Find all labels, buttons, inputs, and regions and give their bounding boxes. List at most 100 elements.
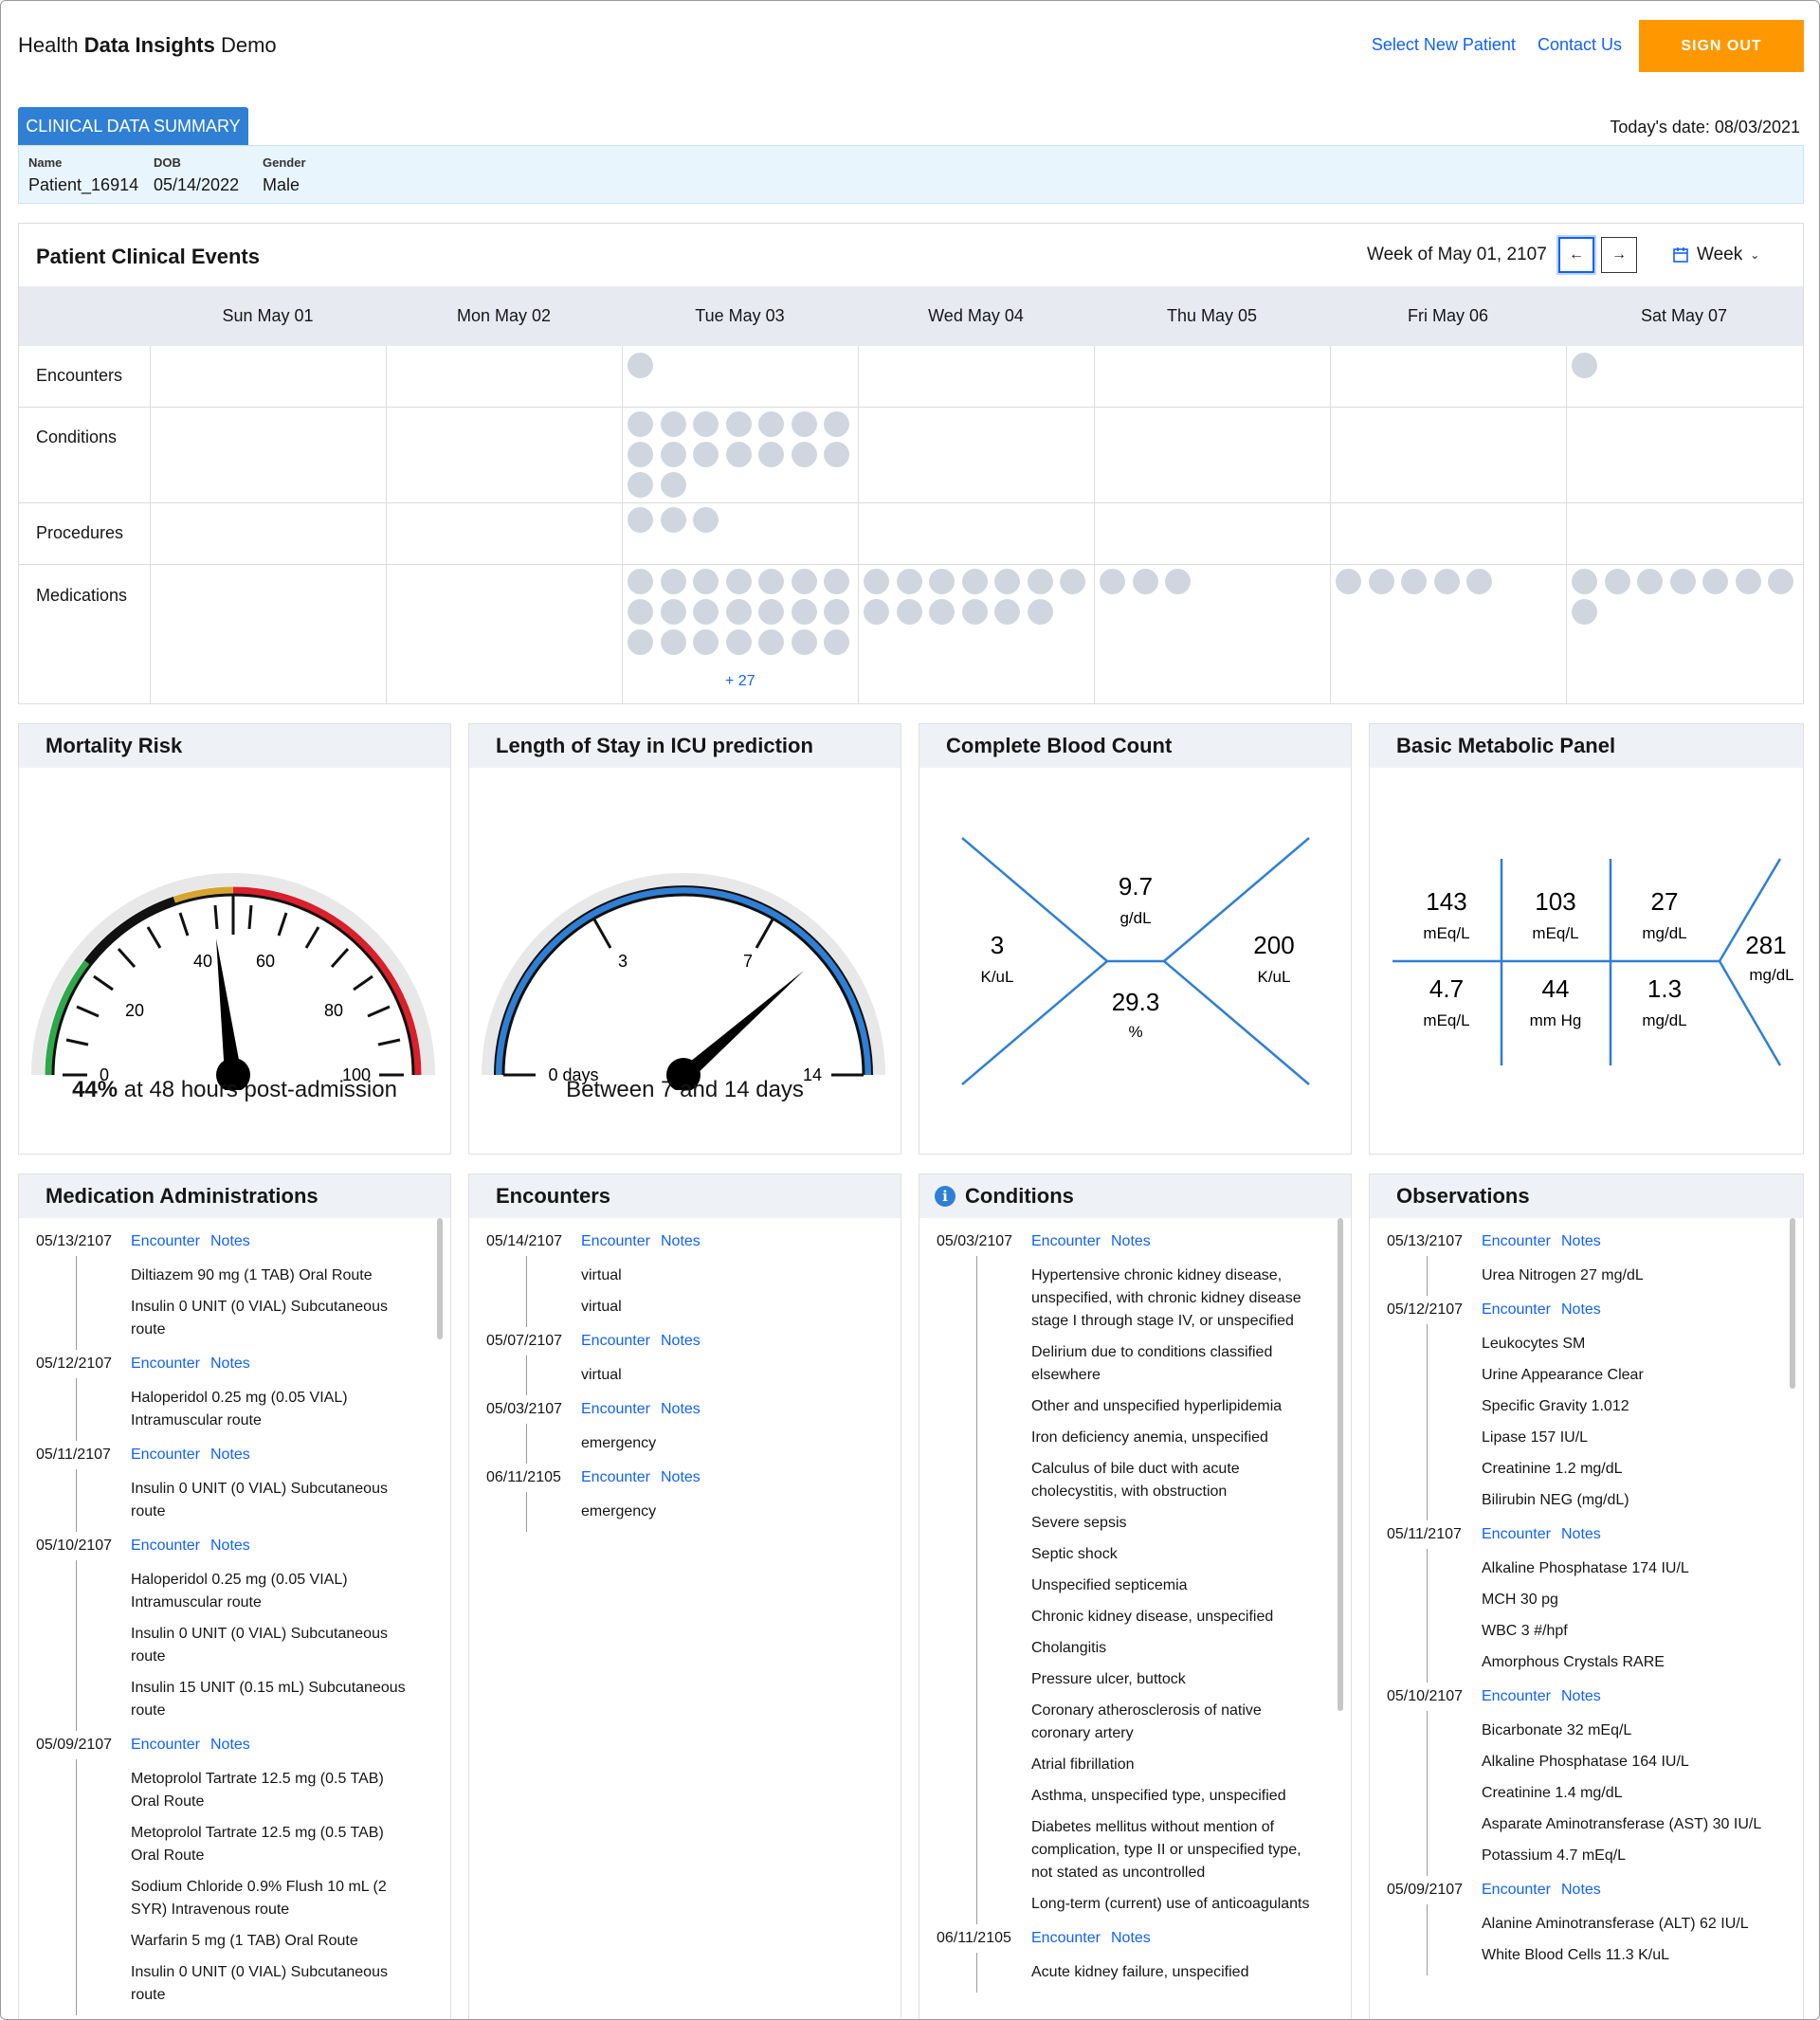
encounter-link[interactable]: Encounter (131, 1447, 200, 1463)
event-dot[interactable] (1735, 569, 1761, 594)
notes-link[interactable]: Notes (1561, 1526, 1601, 1542)
conditions-list[interactable]: 05/03/2107 Encounter Notes Hypertensive chr… (919, 1218, 1351, 2019)
event-dot[interactable] (693, 629, 719, 655)
notes-link[interactable]: Notes (1561, 1301, 1601, 1318)
event-dot[interactable] (929, 599, 955, 625)
med-admin-list[interactable]: 05/13/2107 Encounter Notes Diltiazem 90 mg … (19, 1218, 450, 2019)
view-select[interactable]: Week ⌄ (1672, 245, 1759, 265)
observations-list[interactable]: 05/13/2107 Encounter Notes Urea Nitrogen 27… (1370, 1218, 1803, 2019)
event-dot[interactable] (1768, 569, 1793, 594)
event-dot[interactable] (824, 411, 849, 437)
encounter-link[interactable]: Encounter (1482, 1301, 1551, 1318)
encounter-link[interactable]: Encounter (1031, 1930, 1101, 1946)
notes-link[interactable]: Notes (661, 1333, 701, 1349)
event-dot[interactable] (994, 599, 1020, 625)
event-dot[interactable] (961, 599, 988, 625)
event-dot[interactable] (896, 569, 922, 594)
notes-link[interactable]: Notes (210, 1233, 250, 1249)
encounter-link[interactable]: Encounter (581, 1333, 650, 1349)
notes-link[interactable]: Notes (210, 1737, 250, 1753)
event-dot[interactable] (758, 599, 784, 625)
event-dot[interactable] (864, 569, 889, 594)
event-dot[interactable] (1637, 569, 1663, 594)
event-dot[interactable] (628, 472, 653, 498)
event-dot[interactable] (628, 442, 653, 467)
sign-out-button[interactable]: SIGN OUT (1639, 20, 1804, 72)
event-dot[interactable] (791, 411, 817, 437)
event-dot[interactable] (961, 569, 988, 594)
encounter-link[interactable]: Encounter (581, 1401, 650, 1417)
notes-link[interactable]: Notes (1561, 1688, 1601, 1704)
event-dot[interactable] (660, 507, 686, 533)
notes-link[interactable]: Notes (1561, 1882, 1601, 1898)
clinical-data-summary-tab[interactable]: CLINICAL DATA SUMMARY (18, 107, 248, 145)
event-dot[interactable] (660, 569, 686, 594)
encounter-link[interactable]: Encounter (1482, 1688, 1551, 1704)
event-dot[interactable] (693, 411, 719, 437)
scrollbar[interactable] (437, 1218, 443, 1339)
event-dot[interactable] (1572, 353, 1597, 378)
event-dot[interactable] (824, 442, 849, 467)
event-dot[interactable] (864, 599, 889, 625)
event-dot[interactable] (693, 507, 719, 533)
notes-link[interactable]: Notes (661, 1469, 701, 1485)
notes-link[interactable]: Notes (210, 1447, 250, 1463)
event-dot[interactable] (1433, 569, 1460, 594)
event-dot[interactable] (628, 629, 653, 655)
encounter-link[interactable]: Encounter (581, 1469, 650, 1485)
event-dot[interactable] (693, 569, 719, 594)
event-dot[interactable] (725, 599, 752, 625)
event-dot[interactable] (1100, 569, 1125, 594)
event-dot[interactable] (824, 629, 849, 655)
event-dot[interactable] (1336, 569, 1361, 594)
scrollbar[interactable] (1338, 1218, 1343, 1711)
event-dot[interactable] (824, 569, 849, 594)
event-dot[interactable] (758, 411, 784, 437)
event-dot[interactable] (1702, 569, 1728, 594)
event-dot[interactable] (725, 411, 752, 437)
notes-link[interactable]: Notes (210, 1538, 250, 1554)
info-icon[interactable]: i (935, 1186, 956, 1207)
event-dot[interactable] (628, 411, 653, 437)
event-dot[interactable] (725, 569, 752, 594)
event-dot[interactable] (1401, 569, 1427, 594)
event-dot[interactable] (628, 353, 653, 378)
event-dot[interactable] (994, 569, 1020, 594)
contact-us-link[interactable]: Contact Us (1537, 35, 1622, 54)
encounter-link[interactable]: Encounter (131, 1356, 200, 1372)
notes-link[interactable]: Notes (1111, 1930, 1151, 1946)
event-dot[interactable] (660, 442, 686, 467)
event-dot[interactable] (693, 442, 719, 467)
encounters-list[interactable]: 05/14/2107 Encounter Notes virtual virtual 05… (469, 1218, 901, 2019)
event-dot[interactable] (1132, 569, 1158, 594)
event-dot[interactable] (1368, 569, 1394, 594)
event-dot[interactable] (1027, 569, 1053, 594)
event-dot[interactable] (660, 599, 686, 625)
more-events-link[interactable]: + 27 (725, 673, 755, 689)
event-dot[interactable] (1165, 569, 1191, 594)
event-dot[interactable] (693, 599, 719, 625)
event-dot[interactable] (1572, 569, 1597, 594)
event-dot[interactable] (896, 599, 922, 625)
encounter-link[interactable]: Encounter (581, 1233, 650, 1249)
notes-link[interactable]: Notes (661, 1401, 701, 1417)
event-dot[interactable] (791, 442, 817, 467)
notes-link[interactable]: Notes (661, 1233, 701, 1249)
event-dot[interactable] (791, 599, 817, 625)
event-dot[interactable] (1572, 599, 1597, 625)
notes-link[interactable]: Notes (210, 1356, 250, 1372)
event-dot[interactable] (758, 442, 784, 467)
encounter-link[interactable]: Encounter (1482, 1233, 1551, 1249)
event-dot[interactable] (1466, 569, 1492, 594)
encounter-link[interactable]: Encounter (131, 1233, 200, 1249)
encounter-link[interactable]: Encounter (1482, 1526, 1551, 1542)
event-dot[interactable] (628, 569, 653, 594)
encounter-link[interactable]: Encounter (1482, 1882, 1551, 1898)
event-dot[interactable] (628, 507, 653, 533)
notes-link[interactable]: Notes (1561, 1233, 1601, 1249)
event-dot[interactable] (929, 569, 955, 594)
event-dot[interactable] (725, 629, 752, 655)
event-dot[interactable] (660, 629, 686, 655)
scrollbar[interactable] (1790, 1218, 1795, 1389)
prev-week-button[interactable]: ← (1556, 235, 1596, 275)
